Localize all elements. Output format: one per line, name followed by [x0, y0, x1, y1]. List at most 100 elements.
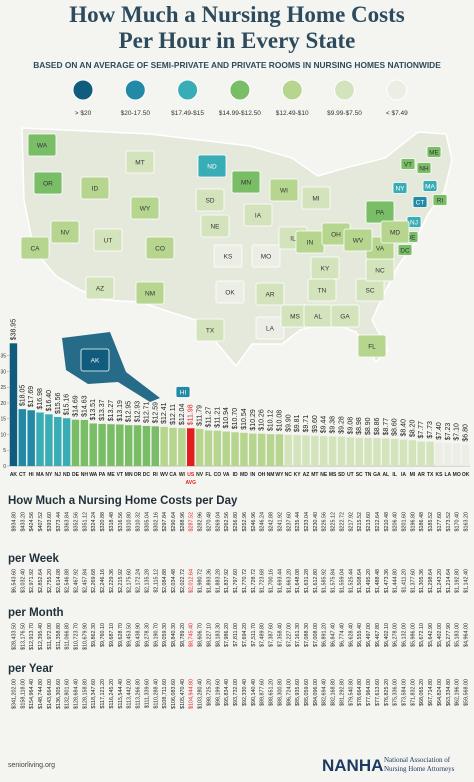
- table-value: $226.56: [322, 512, 328, 532]
- table-value: $13,176.50: [20, 623, 26, 650]
- x-tick-label: ND: [63, 472, 71, 478]
- bar-value-label: $15.16: [64, 394, 71, 416]
- state-tile: [251, 244, 281, 268]
- state-tile: [392, 182, 408, 194]
- state-label: ME: [429, 149, 439, 156]
- table-value: $128,684.40: [73, 679, 79, 709]
- state-label: HI: [180, 389, 187, 396]
- bar-value-label: $18.05: [19, 385, 26, 407]
- bar-value-label: $7.23: [445, 423, 452, 441]
- bar: [284, 434, 292, 466]
- x-tick-label: MN: [125, 472, 133, 478]
- table-value: $1,575.84: [331, 569, 337, 593]
- bar-value-label: $11.21: [214, 407, 221, 428]
- bar-value-label: $8.20: [409, 420, 416, 438]
- state-label: CA: [30, 245, 40, 252]
- x-tick-label: MD: [240, 472, 248, 478]
- table-value: $297.84: [162, 512, 168, 532]
- state-label: MS: [290, 313, 300, 320]
- bar: [275, 434, 284, 466]
- table-value: $2,022.72: [180, 569, 186, 593]
- state-tile: [80, 348, 110, 372]
- state-label: MD: [390, 229, 400, 236]
- table-value: $1,585.92: [322, 569, 328, 593]
- state-label: TX: [206, 327, 215, 334]
- table-value: $288.96: [180, 512, 186, 532]
- table-value: $136,305.60: [56, 679, 62, 709]
- table-value: $1,980.72: [198, 569, 204, 593]
- bar: [124, 425, 133, 466]
- state-tile: [400, 158, 416, 170]
- table-value: $1,411.20: [402, 569, 408, 593]
- table-value: $1,444.80: [393, 569, 399, 593]
- state-label: WI: [280, 187, 288, 194]
- state-label: VA: [376, 245, 385, 252]
- table-value: $154,964.40: [29, 679, 35, 709]
- table-value: $246.96: [251, 512, 257, 532]
- table-value: $1,559.04: [339, 569, 345, 593]
- table-value: $5,183.00: [455, 623, 461, 647]
- state-label: NM: [145, 290, 155, 297]
- table-value: $7,694.20: [242, 623, 248, 647]
- state-tile: [85, 276, 115, 300]
- table-value: $316.56: [118, 512, 124, 532]
- x-tick-label: FL: [205, 472, 211, 478]
- table-value: $2,852.64: [38, 569, 44, 593]
- table-value: $6,847.40: [331, 623, 337, 647]
- table-title: per Week: [8, 553, 60, 565]
- table-value: $62,196.00: [455, 679, 461, 706]
- x-tick-label: OH: [258, 472, 266, 478]
- x-tick-label: MT: [311, 472, 318, 478]
- table-value: $143,664.00: [47, 679, 53, 709]
- x-tick-label: NV: [196, 472, 204, 478]
- table-value: $98,725.20: [206, 679, 212, 706]
- table-value: $7,161.30: [295, 623, 301, 647]
- table-value: $186.48: [419, 512, 425, 532]
- table-value: $93,732.00: [233, 679, 239, 706]
- table-value: $81,292.80: [339, 679, 345, 706]
- table-value: $1,525.44: [348, 569, 354, 593]
- x-tick-label: WI: [179, 472, 186, 478]
- table-value: $1,728.72: [251, 569, 257, 593]
- state-label: IN: [307, 239, 314, 246]
- table-value: $212.64: [375, 512, 381, 532]
- table-value: $8,606.70: [198, 623, 204, 647]
- table-value: $79,540.80: [348, 679, 354, 706]
- state-tile: [80, 176, 110, 200]
- bar: [187, 428, 195, 466]
- state-label: MT: [135, 159, 144, 166]
- state-tile: [135, 281, 165, 305]
- table-value: $6,497.00: [366, 623, 372, 647]
- table-value: $5,642.90: [428, 623, 434, 647]
- table-value: $2,614.08: [56, 569, 62, 593]
- legend-swatch: [386, 79, 408, 101]
- table-value: $128,158.80: [82, 679, 88, 709]
- table-value: $115,544.40: [118, 679, 124, 709]
- state-label: PA: [376, 209, 385, 216]
- table-value: $132,801.60: [65, 679, 71, 709]
- table-value: $1,723.68: [260, 569, 266, 593]
- table-value: $310.80: [127, 512, 133, 532]
- state-label: NE: [210, 223, 220, 230]
- table-value: $196.80: [410, 512, 416, 532]
- bar-value-label: $8.90: [365, 417, 372, 435]
- table-value: $269.04: [215, 512, 221, 532]
- table-value: $78,664.80: [357, 679, 363, 706]
- table-value: $2,246.16: [100, 569, 106, 593]
- state-tile: [426, 146, 442, 158]
- state-label: NH: [419, 165, 429, 172]
- bar-value-label: $13.37: [99, 399, 106, 421]
- table-value: $1,797.60: [233, 569, 239, 593]
- table-value: $12,395.40: [38, 623, 44, 650]
- table-value: $9,190.70: [153, 623, 159, 647]
- y-tick-label: 0: [3, 464, 6, 470]
- state-tile: [269, 178, 299, 202]
- table-value: $2,034.48: [171, 569, 177, 593]
- state-label: GA: [340, 313, 350, 320]
- table-value: $302.16: [153, 512, 159, 532]
- bar: [444, 443, 452, 466]
- state-tile: [50, 220, 80, 244]
- bar-value-label: $17.69: [28, 386, 35, 408]
- state-label: CO: [155, 245, 165, 252]
- table-value: $1,495.20: [366, 569, 372, 593]
